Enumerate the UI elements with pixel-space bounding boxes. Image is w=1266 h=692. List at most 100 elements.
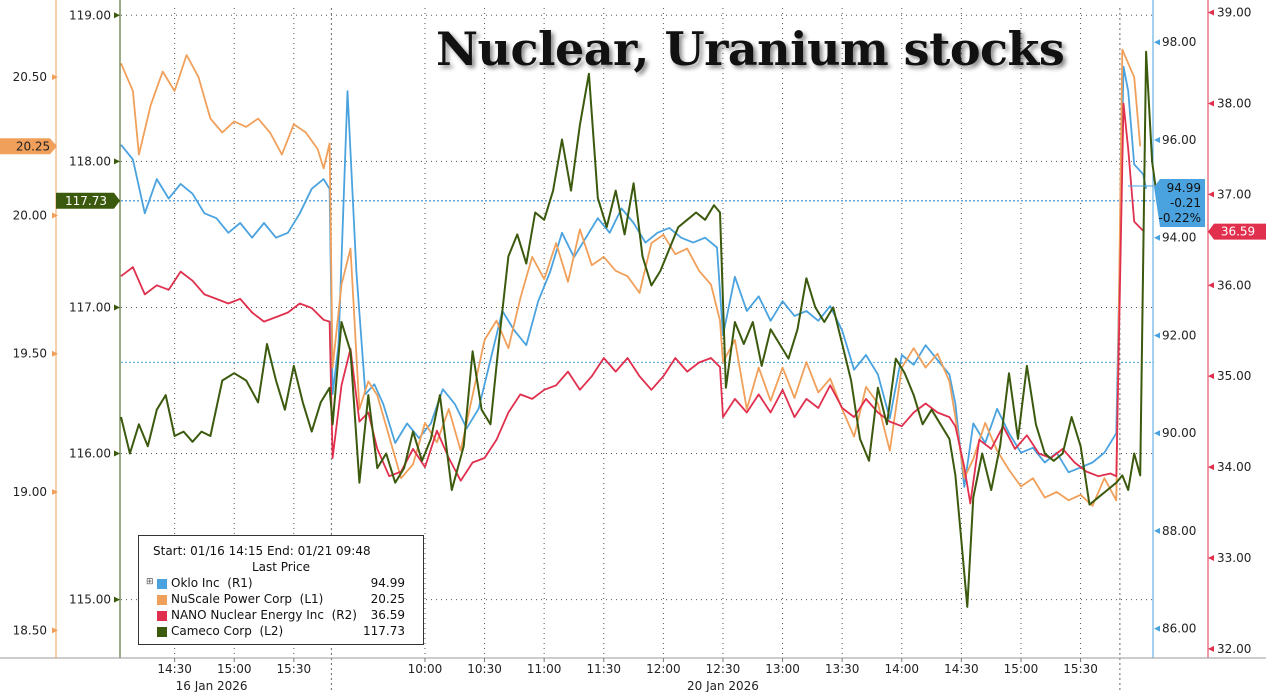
legend-swatch-cameco (157, 627, 167, 637)
legend-subheader: Last Price (251, 560, 311, 574)
axis-l1-tick-label: 19.50 (13, 347, 47, 361)
axis-x-tick-label: 15:30 (1063, 662, 1098, 676)
legend-item-cameco: Cameco Corp (L2) 117.73 (147, 624, 415, 640)
tag-nano-text: 36.59 (1221, 225, 1255, 239)
axis-x-tick-label: 11:00 (527, 662, 562, 676)
tag-nano-box (1208, 223, 1266, 240)
axis-l2-tick-label: 118.00 (69, 154, 111, 168)
axis-r2-tick-label: 35.00 (1217, 369, 1251, 383)
legend-item-nuscale: NuScale Power Corp (L1) 20.25 (147, 592, 415, 608)
axis-l2-tick-marker (114, 304, 120, 311)
axis-x-tick-label: 13:30 (825, 662, 860, 676)
axis-l1-tick-marker (52, 489, 58, 496)
legend: Start: 01/16 14:15 End: 01/21 09:48 Last… (138, 535, 424, 645)
axis-l1-tick-label: 19.00 (13, 485, 47, 499)
axis-date-label: 16 Jan 2026 (176, 679, 248, 692)
series-line-cameco (120, 50, 1159, 608)
chart-title: Nuclear, Uranium stocks (436, 22, 1065, 76)
axis-x-tick-label: 14:00 (884, 662, 919, 676)
axis-r1-tick-marker (1154, 39, 1160, 46)
axis-x-tick-label: 11:30 (586, 662, 621, 676)
series-line-oklo (120, 65, 1147, 488)
expand-icon[interactable]: ⊞ (146, 577, 154, 587)
axis-l2-tick-marker (114, 596, 120, 603)
axis-r2-tick-marker (1208, 100, 1214, 107)
axis-r2-tick-label: 33.00 (1217, 551, 1251, 565)
axis-x-tick-label: 10:00 (408, 662, 443, 676)
legend-value: 36.59 (370, 608, 405, 622)
axis-r2-tick-marker (1208, 9, 1214, 16)
axis-l1-tick-label: 18.50 (13, 623, 47, 637)
axis-r1-tick-label: 86.00 (1162, 622, 1196, 636)
legend-name: NANO Nuclear Energy Inc (R2) (171, 608, 357, 622)
series-lines (120, 48, 1159, 608)
legend-name: Cameco Corp (L2) (171, 624, 284, 638)
axis-x-tick-label: 15:00 (217, 662, 252, 676)
axis-x-tick-label: 15:00 (1004, 662, 1039, 676)
axis-l2-tick-label: 119.00 (69, 8, 111, 22)
axis-r2-tick-marker (1208, 191, 1214, 198)
axis-x-tick-label: 12:30 (706, 662, 741, 676)
axis-l2-tick-label: 116.00 (69, 447, 111, 461)
axis-r2-tick-label: 36.00 (1217, 278, 1251, 292)
axis-r2-tick-marker (1208, 645, 1214, 652)
axis-l1-tick-marker (52, 74, 58, 81)
legend-value: 20.25 (370, 592, 405, 606)
axis-r1-tick-label: 98.00 (1162, 35, 1196, 49)
axis-x-tick-label: 15:30 (277, 662, 312, 676)
legend-swatch-nano (157, 611, 167, 621)
axis-l1-tick-marker (52, 350, 58, 357)
axis-r1-tick-marker (1154, 625, 1160, 632)
legend-name: Oklo Inc (R1) (171, 576, 253, 590)
axis-r2-tick-marker (1208, 282, 1214, 289)
tag-cameco-text: 117.73 (65, 194, 107, 208)
legend-value: 117.73 (363, 624, 405, 638)
axis-x-tick-label: 14:30 (944, 662, 979, 676)
axis-l2-tick-marker (114, 12, 120, 19)
axis-r2-tick-marker (1208, 373, 1214, 380)
axis-r1-tick-marker (1154, 234, 1160, 241)
axis-r1-tick-marker (1154, 136, 1160, 143)
axis-r1-tick-label: 96.00 (1162, 133, 1196, 147)
tag-nuscale-box (0, 138, 57, 155)
tag-cameco-box (56, 192, 120, 209)
tag-oklo-text: 94.99 (1167, 181, 1201, 195)
axis-r2-tick-label: 38.00 (1217, 96, 1251, 110)
axis-r2-tick-label: 39.00 (1217, 6, 1251, 20)
axis-l2-tick-marker (114, 450, 120, 457)
axis-r1-tick-marker (1154, 332, 1160, 339)
axis-r2-tick-label: 34.00 (1217, 460, 1251, 474)
axis-r2-tick-label: 37.00 (1217, 187, 1251, 201)
tag-oklo-box (1154, 179, 1205, 227)
axis-r1-tick-marker (1154, 430, 1160, 437)
legend-swatch-oklo (157, 579, 167, 589)
legend-swatch-nuscale (157, 595, 167, 605)
legend-name: NuScale Power Corp (L1) (171, 592, 324, 606)
axis-r1-tick-label: 94.00 (1162, 231, 1196, 245)
tag-oklo-text: -0.22% (1159, 211, 1201, 225)
axis-l1-tick-marker (52, 212, 58, 219)
axis-r2-tick-label: 32.00 (1217, 642, 1251, 656)
tag-oklo-text: -0.21 (1170, 196, 1201, 210)
last-value-tags: 20.25 117.73 94.99-0.21-0.22% 36.59 (0, 138, 1266, 240)
axis-l2-tick-marker (114, 158, 120, 165)
grid (121, 8, 1158, 692)
series-line-nano (120, 102, 1144, 505)
legend-header: Start: 01/16 14:15 End: 01/21 09:48 (153, 544, 371, 558)
axis-date-label: 20 Jan 2026 (687, 679, 759, 692)
tag-nuscale-text: 20.25 (16, 139, 50, 153)
axis-r1-tick-label: 92.00 (1162, 328, 1196, 342)
axis-l2-tick-label: 117.00 (69, 300, 111, 314)
axis-l1-tick-marker (52, 627, 58, 634)
axis-x-tick-label: 14:30 (157, 662, 192, 676)
axis-r1-tick-label: 88.00 (1162, 524, 1196, 538)
legend-item-oklo: ⊞ Oklo Inc (R1) 94.99 (146, 576, 415, 592)
axis-x-tick-label: 12:00 (646, 662, 681, 676)
axis-l2-tick-label: 115.00 (69, 593, 111, 607)
axis-r1-tick-marker (1154, 527, 1160, 534)
axis-r1-tick-label: 90.00 (1162, 426, 1196, 440)
axis-l1-tick-label: 20.50 (13, 70, 47, 84)
axis-r2-tick-marker (1208, 464, 1214, 471)
